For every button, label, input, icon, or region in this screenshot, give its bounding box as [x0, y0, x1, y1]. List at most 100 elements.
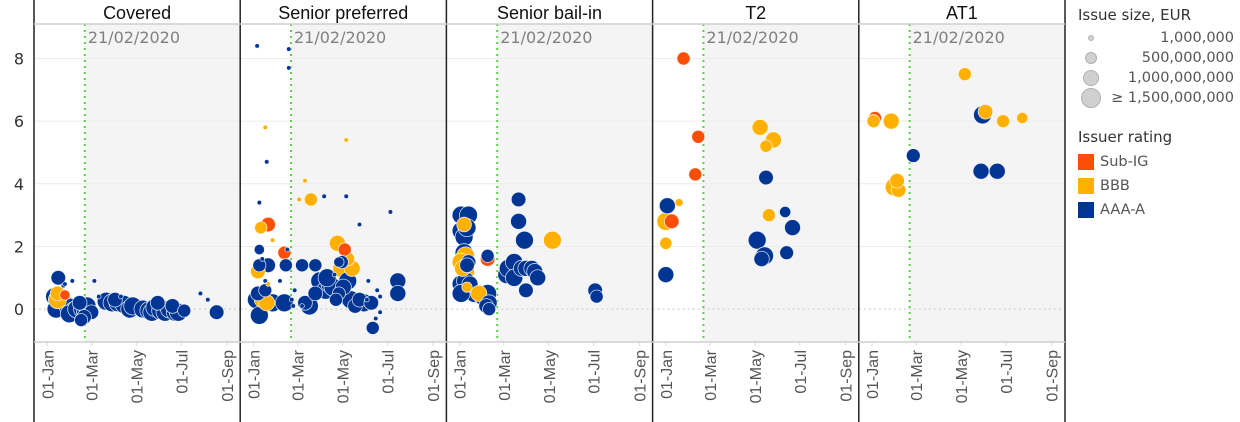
point-aaa-a [387, 209, 394, 215]
point-aaa-a [779, 245, 795, 261]
point-aaa-a [252, 258, 267, 273]
point-aaa-a [96, 293, 102, 300]
color-swatch-icon [1078, 202, 1094, 218]
point-aaa-a [529, 269, 547, 287]
color-legend-label: AAA-A [1100, 202, 1146, 218]
x-tick-label: 01-Jul [999, 350, 1016, 394]
point-bbb [262, 124, 268, 131]
x-tick-label: 01-May [954, 350, 971, 403]
point-aaa-a [365, 320, 380, 335]
size-dot-wrap [1078, 69, 1104, 87]
color-swatch-icon [1078, 178, 1094, 194]
point-bbb [996, 114, 1011, 129]
point-aaa-a [50, 270, 67, 286]
point-sub-ig [676, 51, 691, 66]
point-aaa-a [71, 295, 88, 311]
size-legend-item: ≥ 1,500,000,000 [1078, 88, 1238, 108]
point-aaa-a [459, 257, 475, 273]
point-aaa-a [758, 169, 774, 186]
point-aaa-a [254, 43, 260, 49]
size-circle-icon [1084, 51, 1098, 65]
x-tick-label: 01-Sep [632, 350, 649, 402]
color-legend-item[interactable]: BBB [1078, 174, 1238, 198]
y-tick-label: 0 [14, 300, 24, 319]
point-aaa-a [331, 271, 338, 278]
point-aaa-a [589, 289, 604, 304]
point-aaa-a [779, 205, 792, 219]
x-tick-label: 01-Sep [426, 350, 443, 402]
size-legend-item: 500,000,000 [1078, 48, 1238, 68]
x-tick-label: 01-May [542, 350, 559, 403]
point-aaa-a [286, 65, 292, 71]
point-sub-ig [688, 167, 703, 182]
size-legend-label: 1,000,000,000 [1127, 70, 1234, 86]
point-sub-ig [59, 289, 71, 301]
size-legend-label: 1,000,000 [1160, 30, 1234, 46]
point-aaa-a [482, 302, 497, 317]
point-bbb [889, 172, 905, 189]
size-dot-wrap [1078, 51, 1104, 65]
size-legend-label: 500,000,000 [1141, 50, 1234, 66]
x-tick-label: 01-Sep [1045, 350, 1062, 402]
event-label: 21/02/2020 [913, 28, 1005, 47]
y-tick-label: 8 [14, 49, 24, 68]
point-bbb [269, 237, 276, 243]
y-tick-label: 2 [14, 237, 24, 256]
y-tick-label: 6 [14, 112, 24, 131]
point-aaa-a [197, 290, 204, 297]
point-aaa-a [321, 193, 327, 200]
point-aaa-a [480, 248, 495, 263]
point-aaa-a [289, 296, 295, 303]
point-aaa-a [515, 230, 534, 250]
point-aaa-a [307, 285, 324, 302]
x-tick-label: 01-Jul [380, 350, 397, 394]
x-tick-label: 01-Mar [291, 349, 308, 400]
point-aaa-a [389, 284, 407, 302]
point-bbb [343, 137, 349, 143]
point-bbb [751, 118, 769, 136]
point-aaa-a [372, 315, 379, 322]
size-dot-wrap [1078, 88, 1104, 108]
x-tick-label: 01-Mar [84, 349, 101, 400]
point-aaa-a [905, 148, 921, 163]
point-aaa-a [988, 162, 1006, 180]
post-event-shading [703, 24, 859, 342]
point-bbb [761, 208, 776, 223]
event-label: 21/02/2020 [706, 28, 798, 47]
point-aaa-a [259, 256, 266, 262]
point-bbb [866, 114, 881, 129]
x-tick-label: 01-Jan [659, 350, 676, 399]
point-aaa-a [377, 293, 383, 300]
color-legend-item[interactable]: Sub-IG [1078, 150, 1238, 174]
point-bbb [461, 281, 473, 293]
point-aaa-a [972, 162, 990, 180]
size-legend-title: Issue size, EUR [1078, 6, 1192, 24]
point-aaa-a [365, 278, 372, 284]
point-aaa-a [657, 266, 675, 284]
point-bbb [882, 112, 900, 130]
point-aaa-a [317, 268, 337, 288]
point-bbb [254, 221, 268, 235]
point-bbb [977, 103, 994, 120]
point-aaa-a [658, 197, 676, 215]
point-aaa-a [205, 296, 211, 303]
post-event-shading [909, 24, 1065, 342]
x-tick-label: 01-Mar [703, 349, 720, 400]
size-legend-label: ≥ 1,500,000,000 [1111, 90, 1234, 106]
panel-title: Covered [103, 3, 171, 23]
x-tick-label: 01-Jul [793, 350, 810, 394]
point-aaa-a [295, 258, 310, 273]
x-tick-label: 01-Mar [909, 349, 926, 400]
color-legend-item[interactable]: AAA-A [1078, 198, 1238, 222]
point-bbb [296, 196, 302, 203]
event-label: 21/02/2020 [88, 28, 180, 47]
panel-title: Senior bail-in [497, 3, 602, 23]
point-aaa-a [258, 283, 273, 298]
point-aaa-a [263, 159, 270, 165]
x-tick-label: 01-Sep [220, 350, 237, 402]
size-legend-item: 1,000,000 [1078, 28, 1238, 48]
point-sub-ig [691, 129, 706, 144]
point-aaa-a [377, 309, 383, 315]
point-aaa-a [333, 256, 345, 268]
